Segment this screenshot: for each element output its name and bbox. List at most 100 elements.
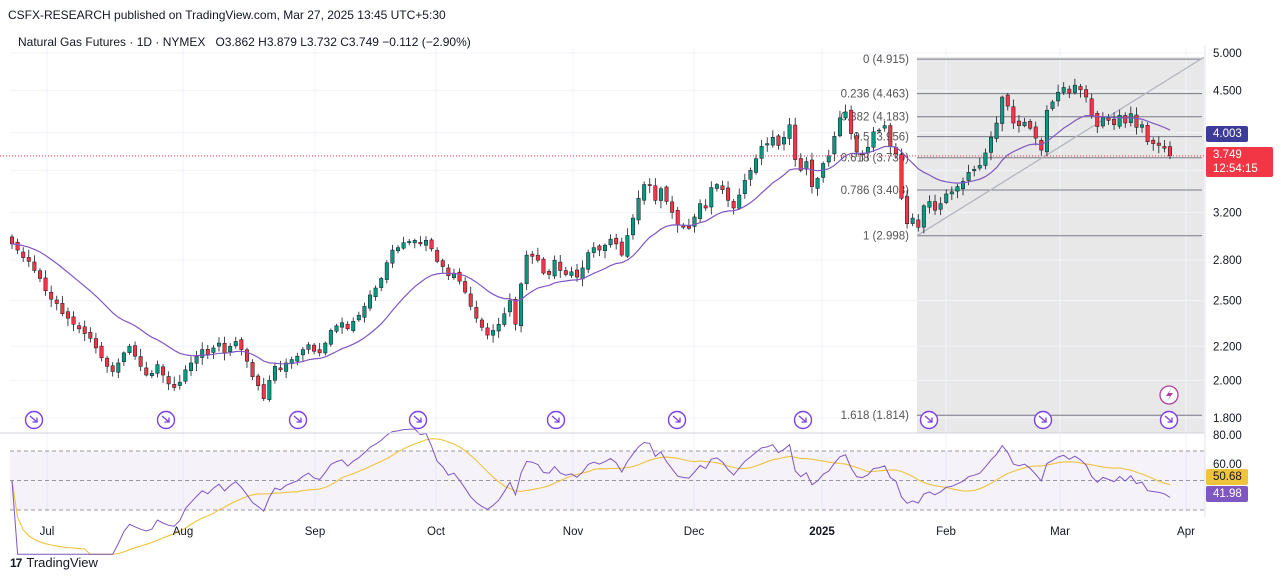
candle-up bbox=[966, 172, 971, 181]
candle-down bbox=[77, 325, 82, 330]
event-marker-icon[interactable] bbox=[546, 410, 566, 430]
candle-up bbox=[519, 283, 524, 327]
candle-down bbox=[43, 277, 48, 292]
candle-down bbox=[675, 210, 680, 226]
candle-down bbox=[1028, 121, 1033, 129]
event-marker-icon[interactable] bbox=[1033, 410, 1053, 430]
candle-down bbox=[312, 344, 317, 352]
rsi-ma-line bbox=[11, 438, 1171, 555]
candle-down bbox=[468, 293, 473, 307]
candle-down bbox=[222, 342, 227, 354]
candle-up bbox=[782, 136, 786, 145]
candle-down bbox=[1067, 88, 1072, 94]
candle-up bbox=[910, 217, 915, 224]
candle-down bbox=[916, 219, 921, 228]
candle-down bbox=[10, 236, 14, 245]
candle-down bbox=[854, 135, 859, 153]
candle-up bbox=[714, 184, 719, 189]
candle-up bbox=[961, 181, 965, 189]
candle-up bbox=[1072, 84, 1077, 93]
candle-up bbox=[496, 324, 501, 332]
marker-arrow bbox=[1164, 415, 1173, 423]
candle-down bbox=[849, 109, 854, 134]
candle-up bbox=[642, 184, 647, 201]
candle-down bbox=[88, 331, 93, 339]
candle-up bbox=[306, 344, 311, 350]
candle-down bbox=[82, 326, 87, 334]
candle-up bbox=[1022, 121, 1027, 127]
event-marker-icon[interactable] bbox=[919, 410, 939, 430]
candle-up bbox=[211, 347, 216, 353]
candle-up bbox=[284, 362, 289, 372]
time-tick-label: Apr bbox=[1177, 526, 1195, 538]
rsi-tick-label: 80.00 bbox=[1213, 430, 1242, 442]
candle-down bbox=[731, 201, 736, 209]
candle-down bbox=[26, 257, 31, 262]
candle-down bbox=[65, 311, 70, 319]
price-tick-label: 5.000 bbox=[1213, 48, 1242, 60]
candle-down bbox=[256, 375, 261, 387]
candle-down bbox=[463, 281, 468, 293]
candle-up bbox=[328, 330, 333, 345]
candle-down bbox=[798, 158, 803, 171]
marker-arrow bbox=[798, 415, 807, 423]
price-tick-label: 2.000 bbox=[1213, 375, 1242, 387]
candle-down bbox=[479, 319, 484, 328]
candle-down bbox=[1095, 113, 1100, 127]
candle-up bbox=[989, 136, 993, 153]
price-tick-label: 2.200 bbox=[1213, 341, 1242, 353]
candle-down bbox=[1084, 89, 1089, 98]
candle-down bbox=[429, 239, 434, 250]
candle-down bbox=[54, 299, 59, 304]
candle-down bbox=[21, 251, 26, 258]
candle-up bbox=[228, 346, 233, 352]
candle-down bbox=[530, 253, 535, 257]
ema-value-tag: 4.003 bbox=[1206, 126, 1248, 142]
event-marker-icon[interactable] bbox=[1159, 410, 1179, 430]
symbol-name[interactable]: Natural Gas Futures bbox=[18, 35, 127, 49]
event-marker-icon[interactable] bbox=[156, 410, 176, 430]
fib-level-label: 1.618 (1.814) bbox=[841, 410, 910, 422]
fib-level-label: 0.786 (3.408) bbox=[841, 185, 910, 197]
candle-down bbox=[647, 184, 652, 186]
marker-arrow bbox=[413, 415, 422, 423]
candle-up bbox=[334, 325, 339, 332]
last-price-tag: 3.749 12:54:15 bbox=[1206, 147, 1273, 177]
time-tick-label: Jul bbox=[40, 526, 55, 538]
event-marker-icon[interactable] bbox=[408, 410, 428, 430]
candle-down bbox=[99, 345, 104, 359]
candle-down bbox=[239, 339, 244, 350]
candle-up bbox=[217, 342, 221, 347]
tradingview-brand[interactable]: 17 TradingView bbox=[10, 555, 98, 570]
candle-down bbox=[110, 365, 115, 372]
timeframe[interactable]: 1D bbox=[136, 35, 153, 49]
candle-up bbox=[586, 252, 591, 270]
candle-down bbox=[71, 316, 76, 325]
candle-down bbox=[485, 327, 490, 336]
candle-up bbox=[938, 203, 943, 210]
trend-line bbox=[916, 56, 1205, 237]
marker-arrow bbox=[29, 415, 38, 423]
candle-down bbox=[1168, 146, 1172, 157]
event-marker-icon[interactable] bbox=[288, 410, 308, 430]
candle-down bbox=[166, 376, 171, 385]
candle-up bbox=[524, 254, 529, 285]
event-marker-icon[interactable] bbox=[24, 410, 44, 430]
time-tick-label: Oct bbox=[427, 526, 446, 538]
candle-up bbox=[200, 349, 205, 358]
candle-up bbox=[295, 355, 300, 362]
event-marker-icon[interactable] bbox=[667, 410, 687, 430]
candle-down bbox=[446, 267, 451, 277]
flash-icon[interactable] bbox=[1159, 385, 1179, 405]
candle-down bbox=[261, 384, 266, 399]
event-marker-icon[interactable] bbox=[793, 410, 813, 430]
candle-up bbox=[183, 369, 188, 382]
bar-countdown: 12:54:15 bbox=[1213, 163, 1258, 175]
candle-down bbox=[60, 303, 65, 314]
candle-up bbox=[692, 216, 697, 227]
candle-up bbox=[949, 191, 954, 195]
candle-down bbox=[1151, 139, 1156, 144]
candle-up bbox=[591, 247, 596, 253]
candle-up bbox=[877, 129, 882, 132]
